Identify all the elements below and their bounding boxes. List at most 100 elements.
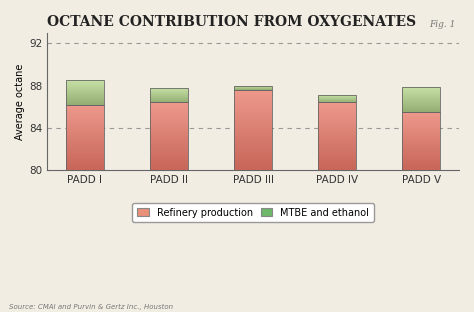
Bar	[402, 97, 440, 98]
Bar	[319, 164, 356, 166]
Bar	[402, 165, 440, 166]
Bar	[234, 117, 272, 119]
Bar	[150, 132, 188, 134]
Bar	[319, 166, 356, 167]
Bar	[234, 136, 272, 138]
Bar	[150, 166, 188, 167]
Bar	[319, 110, 356, 112]
Bar	[234, 104, 272, 106]
Bar	[319, 154, 356, 155]
Bar	[319, 143, 356, 144]
Bar	[319, 137, 356, 139]
Bar	[150, 147, 188, 148]
Bar	[319, 102, 356, 104]
Bar	[402, 88, 440, 89]
Bar	[234, 139, 272, 141]
Bar	[150, 109, 188, 110]
Bar	[150, 141, 188, 143]
Bar	[66, 100, 104, 101]
Bar	[319, 159, 356, 160]
Bar	[234, 98, 272, 100]
Bar	[66, 132, 104, 133]
Bar	[150, 115, 188, 116]
Bar	[66, 145, 104, 146]
Bar	[234, 133, 272, 134]
Bar	[402, 121, 440, 122]
Bar	[319, 95, 356, 102]
Bar	[319, 109, 356, 110]
Bar	[319, 158, 356, 159]
Bar	[319, 104, 356, 105]
Bar	[402, 89, 440, 90]
Bar	[402, 100, 440, 101]
Bar	[234, 90, 272, 170]
Bar	[402, 108, 440, 109]
Bar	[319, 119, 356, 120]
Bar	[402, 156, 440, 157]
Bar	[66, 107, 104, 109]
Bar	[66, 103, 104, 104]
Bar	[66, 98, 104, 99]
Bar	[150, 127, 188, 128]
Bar	[402, 142, 440, 143]
Bar	[319, 148, 356, 149]
Bar	[234, 146, 272, 147]
Bar	[66, 144, 104, 145]
Bar	[66, 129, 104, 131]
Bar	[66, 124, 104, 125]
Bar	[66, 81, 104, 82]
Bar	[66, 91, 104, 92]
Bar	[150, 140, 188, 141]
Bar	[66, 111, 104, 112]
Bar	[66, 162, 104, 163]
Bar	[150, 135, 188, 136]
Bar	[402, 101, 440, 102]
Bar	[402, 104, 440, 105]
Bar	[319, 145, 356, 147]
Bar	[402, 112, 440, 113]
Bar	[402, 91, 440, 92]
Bar	[402, 116, 440, 118]
Bar	[66, 148, 104, 149]
Bar	[402, 159, 440, 160]
Bar	[402, 111, 440, 112]
Bar	[66, 127, 104, 128]
Bar	[319, 117, 356, 119]
Bar	[66, 146, 104, 148]
Bar	[319, 134, 356, 135]
Bar	[402, 98, 440, 99]
Bar	[150, 160, 188, 162]
Bar	[66, 168, 104, 170]
Bar	[319, 113, 356, 115]
Bar	[319, 116, 356, 117]
Bar	[234, 144, 272, 146]
Bar	[66, 90, 104, 91]
Bar	[234, 131, 272, 133]
Bar	[66, 142, 104, 144]
Bar	[150, 159, 188, 160]
Bar	[402, 154, 440, 155]
Bar	[402, 140, 440, 141]
Bar	[234, 151, 272, 152]
Bar	[402, 96, 440, 97]
Bar	[402, 145, 440, 147]
Bar	[234, 141, 272, 143]
Bar	[402, 163, 440, 164]
Bar	[234, 154, 272, 155]
Bar	[402, 158, 440, 159]
Bar	[66, 105, 104, 170]
Bar	[150, 158, 188, 159]
Bar	[402, 128, 440, 129]
Bar	[402, 168, 440, 170]
Bar	[402, 137, 440, 139]
Bar	[234, 168, 272, 170]
Bar	[234, 127, 272, 128]
Bar	[150, 112, 188, 113]
Bar	[402, 103, 440, 104]
Bar	[66, 149, 104, 150]
Bar	[150, 110, 188, 112]
Bar	[66, 93, 104, 94]
Bar	[234, 101, 272, 103]
Bar	[66, 85, 104, 86]
Bar	[66, 84, 104, 85]
